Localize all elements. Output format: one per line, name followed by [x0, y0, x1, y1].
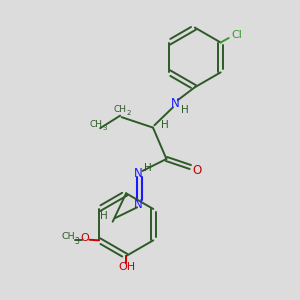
Text: O: O [192, 164, 202, 176]
Text: CH: CH [61, 232, 75, 241]
Text: O: O [80, 233, 89, 243]
Text: H: H [161, 120, 169, 130]
Text: N: N [134, 167, 142, 180]
Text: 3: 3 [102, 125, 107, 131]
Text: H: H [100, 211, 108, 221]
Text: OH: OH [118, 262, 135, 272]
Text: 2: 2 [126, 110, 131, 116]
Text: Cl: Cl [232, 30, 242, 40]
Text: N: N [171, 97, 180, 110]
Text: N: N [134, 198, 142, 211]
Text: 3: 3 [74, 237, 79, 246]
Text: CH: CH [90, 119, 103, 128]
Text: CH: CH [114, 105, 127, 114]
Text: H: H [181, 105, 189, 115]
Text: H: H [144, 163, 152, 173]
